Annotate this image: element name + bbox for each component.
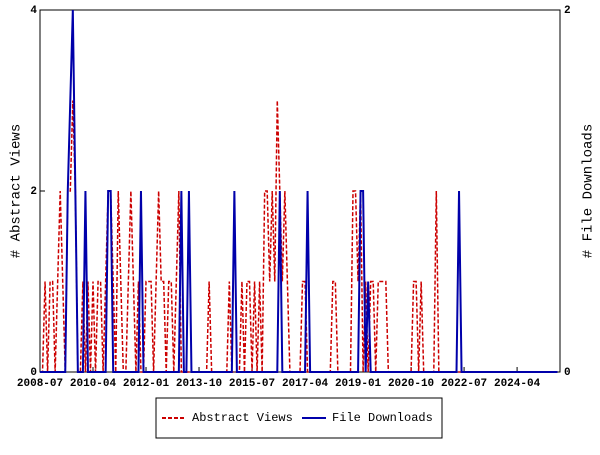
x-tick-label: 2020-10 — [388, 378, 434, 390]
x-tick-label: 2024-04 — [494, 378, 541, 390]
y-tick-label: 0 — [30, 367, 37, 379]
x-tick-label: 2022-07 — [441, 378, 487, 390]
x-tick-label: 2019-01 — [335, 378, 382, 390]
y2-axis-title: # File Downloads — [581, 124, 597, 258]
legend-label: Abstract Views — [192, 411, 293, 425]
x-tick-label: 2017-04 — [282, 378, 329, 390]
x-tick-label: 2010-04 — [70, 378, 117, 390]
y2-tick-label: 2 — [564, 5, 571, 17]
plot-frame — [39, 9, 561, 373]
y-tick-label: 4 — [30, 5, 37, 17]
x-tick-label: 2012-01 — [123, 378, 170, 390]
legend-label: File Downloads — [332, 411, 433, 425]
x-tick-label: 2008-07 — [17, 378, 63, 390]
y-tick-label: 2 — [30, 186, 37, 198]
y2-tick-label: 0 — [564, 367, 571, 379]
y-axis-title: # Abstract Views — [9, 124, 25, 258]
x-tick-label: 2015-07 — [229, 378, 275, 390]
series-line — [40, 100, 558, 373]
legend-box — [155, 397, 443, 439]
series-line — [40, 9, 558, 373]
x-tick-label: 2013-10 — [176, 378, 222, 390]
